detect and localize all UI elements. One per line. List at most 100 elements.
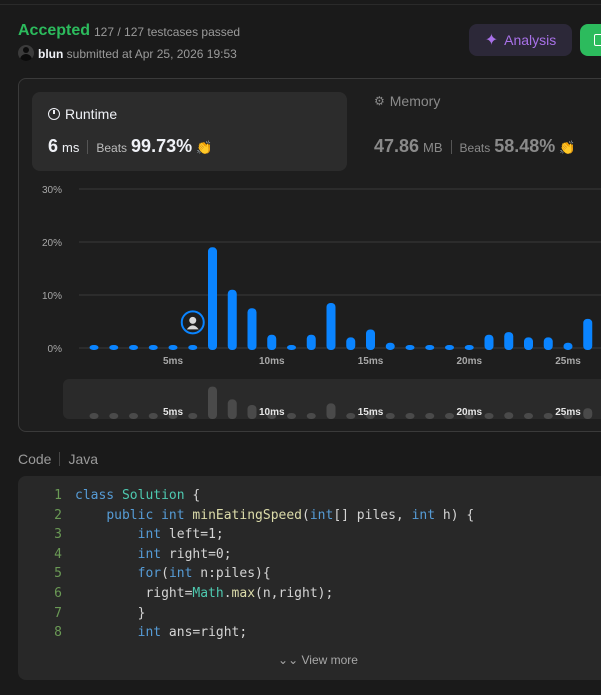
chart-bar	[445, 345, 454, 350]
line-number: 1	[54, 488, 62, 503]
editorial-button[interactable]	[580, 24, 601, 56]
navigator-bar	[208, 386, 217, 419]
chart-bar	[464, 345, 474, 350]
runtime-distribution-chart[interactable]: 30% 20% 10% 0% 5ms 10ms 15ms 20ms 25ms 5ms 10ms 15m…	[19, 174, 601, 431]
code-text: public int minEatingSpeed(int[] piles, i…	[106, 507, 475, 523]
analysis-button[interactable]: ✦ Analysis	[469, 24, 572, 56]
edit-icon	[594, 34, 601, 46]
navigator-bar	[188, 413, 198, 419]
chart-bar	[583, 318, 593, 350]
navigator-bar	[484, 413, 494, 419]
navigator-bar	[306, 413, 316, 419]
performance-panel: Runtime 6 ms Beats 99.73% 👏 ⚙ Memory 47.…	[18, 78, 601, 432]
code-text: for(int n:piles){	[137, 566, 271, 582]
navigator-tick-label: 20ms	[456, 407, 482, 418]
submitted-text: submitted at Apr 25, 2026 19:53	[66, 47, 237, 61]
code-text: int right=0;	[137, 546, 232, 562]
chart-bar	[405, 345, 415, 350]
beats-label: Beats	[96, 141, 128, 155]
memory-title[interactable]: ⚙ Memory	[374, 93, 440, 109]
chart-bar	[129, 345, 138, 350]
code-label: Code	[18, 451, 52, 467]
code-text: }	[75, 605, 146, 621]
view-more-label: View more	[301, 653, 358, 667]
code-text: class Solution {	[75, 488, 201, 503]
chart-bar	[109, 345, 119, 350]
chart-bar	[326, 302, 336, 350]
username[interactable]: blun	[38, 47, 64, 61]
chart-bar	[366, 329, 375, 350]
chip-icon: ⚙	[374, 94, 385, 108]
chart-bar	[524, 337, 533, 350]
chart-bar	[247, 308, 257, 350]
chart-bar	[425, 345, 435, 350]
chart-bar	[306, 334, 316, 350]
x-tick-label: 25ms	[555, 356, 581, 367]
line-number: 6	[54, 586, 62, 601]
view-more-button[interactable]: ⌄⌄ View more	[18, 653, 601, 667]
code-header: Code Java	[18, 451, 98, 467]
navigator-bar	[227, 399, 237, 419]
runtime-label: Runtime	[65, 106, 118, 122]
clock-icon	[48, 108, 60, 120]
memory-value: 47.86	[374, 136, 420, 156]
chart-bar	[267, 334, 277, 350]
chevron-down-icon: ⌄⌄	[278, 653, 299, 667]
runtime-card[interactable]: Runtime 6 ms Beats 99.73% 👏	[32, 92, 347, 171]
navigator-bar	[464, 413, 474, 419]
clap-icon: 👏	[196, 140, 213, 155]
line-number: 3	[54, 527, 62, 543]
memory-metric: 47.86 MB Beats 58.48% 👏	[374, 136, 575, 157]
chart-bar	[484, 334, 494, 350]
navigator-bar	[366, 411, 375, 419]
chart-bar	[346, 337, 356, 350]
avatar-head	[189, 316, 197, 324]
line-number: 8	[54, 625, 62, 641]
navigator-bar	[346, 413, 356, 419]
navigator-bar	[524, 413, 533, 419]
divider	[87, 140, 89, 154]
navigator-tick-label: 15ms	[358, 407, 384, 418]
analysis-label: Analysis	[504, 32, 557, 48]
navigator-bar	[445, 413, 454, 419]
y-tick-label: 30%	[42, 185, 62, 196]
navigator-bar	[168, 413, 178, 419]
runtime-unit: ms	[62, 140, 80, 155]
code-block[interactable]: 1 class Solution {2 public int minEatingS…	[18, 476, 601, 680]
navigator-bar	[543, 413, 553, 419]
runtime-metric: 6 ms Beats 99.73% 👏	[48, 136, 212, 157]
navigator-bar	[326, 403, 336, 419]
chart-bar	[227, 289, 237, 350]
navigator-bar	[148, 413, 158, 419]
line-number: 5	[54, 566, 62, 582]
navigator-bar	[287, 413, 296, 419]
chart-bar	[148, 345, 158, 350]
testcases-passed: 127 / 127 testcases passed	[94, 25, 241, 39]
x-tick-label: 10ms	[259, 356, 285, 367]
navigator-bar	[247, 405, 257, 419]
chart-bar	[168, 345, 178, 350]
navigator-bar	[405, 413, 415, 419]
y-tick-label: 20%	[42, 238, 62, 249]
sparkle-icon: ✦	[484, 32, 499, 49]
navigator-bar	[385, 413, 395, 419]
navigator-bar	[563, 413, 573, 419]
submission-info: blun submitted at Apr 25, 2026 19:53	[38, 47, 237, 61]
runtime-beats-pct: 99.73%	[131, 136, 193, 156]
chart-bar	[208, 247, 217, 350]
memory-unit: MB	[423, 140, 443, 155]
navigator-bar	[583, 408, 593, 419]
avatar-body	[186, 325, 199, 330]
navigator-bar	[129, 413, 138, 419]
navigator-bar	[425, 413, 435, 419]
navigator-bar	[109, 413, 119, 419]
chart-bar	[563, 342, 573, 350]
navigator-bar	[267, 413, 277, 419]
navigator-bar	[504, 412, 514, 419]
x-tick-label: 20ms	[456, 356, 482, 367]
runtime-title: Runtime	[48, 106, 117, 122]
code-text: int left=1;	[137, 527, 224, 543]
avatar[interactable]	[18, 45, 34, 61]
chart-bar	[89, 345, 99, 350]
navigator-bar	[89, 413, 99, 419]
